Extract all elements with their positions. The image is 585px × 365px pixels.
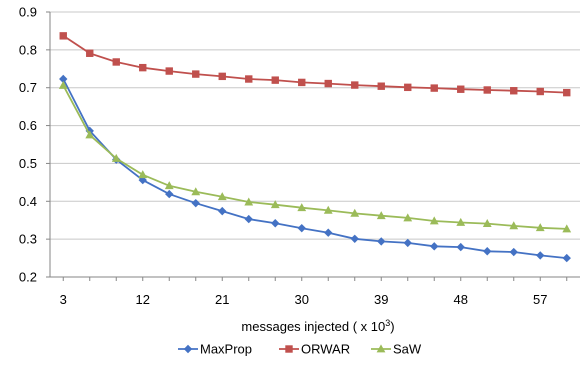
x-tick-label: 21 <box>215 292 229 307</box>
legend-item: SaW <box>371 342 422 357</box>
x-tick-label: 12 <box>136 292 150 307</box>
data-point <box>482 219 492 228</box>
series-saw <box>58 80 572 233</box>
data-point <box>164 181 174 190</box>
y-tick-label: 0.8 <box>19 42 37 57</box>
data-point <box>271 76 279 84</box>
data-point <box>323 205 333 214</box>
data-point <box>298 78 306 87</box>
legend: MaxProp ORWAR SaW <box>178 342 422 357</box>
data-point <box>509 221 519 230</box>
y-tick-label: 0.2 <box>19 270 37 285</box>
data-point <box>536 251 545 260</box>
data-point <box>510 87 518 95</box>
x-tick-label: 57 <box>533 292 547 307</box>
data-point <box>112 58 120 66</box>
data-point <box>457 85 465 93</box>
legend-label: MaxProp <box>200 342 252 357</box>
legend-item: ORWAR <box>279 342 350 357</box>
data-point <box>285 345 293 353</box>
data-point <box>563 88 571 97</box>
data-point <box>297 203 307 212</box>
data-point <box>218 72 226 81</box>
data-point <box>430 84 438 92</box>
legend-item: MaxProp <box>178 342 252 357</box>
data-point <box>191 187 201 196</box>
data-point <box>165 67 173 75</box>
legend-label: ORWAR <box>301 342 350 357</box>
data-point <box>430 242 439 251</box>
data-point <box>350 234 359 243</box>
data-point <box>85 130 95 139</box>
x-tick-label: 3 <box>60 292 67 307</box>
data-point <box>483 247 492 256</box>
data-point <box>350 208 360 217</box>
data-point <box>59 32 67 40</box>
data-point <box>139 63 147 72</box>
series-maxprop <box>59 74 571 263</box>
data-point <box>562 253 571 263</box>
series-orwar <box>59 32 571 97</box>
data-point <box>244 214 253 224</box>
y-tick-label: 0.6 <box>19 118 37 133</box>
y-tick-label: 0.7 <box>19 80 37 95</box>
data-point <box>509 247 518 257</box>
data-point <box>86 49 94 57</box>
data-point <box>429 216 439 225</box>
series-line <box>62 78 567 259</box>
y-tick-label: 0.3 <box>19 232 37 247</box>
series-line <box>62 84 567 230</box>
grid-lines <box>50 11 580 240</box>
data-point <box>377 237 386 246</box>
data-point <box>562 224 572 233</box>
x-tick-label: 39 <box>374 292 388 307</box>
series-group <box>58 32 572 263</box>
data-point <box>403 238 412 248</box>
series-line <box>62 35 567 94</box>
data-point <box>192 70 200 78</box>
legend-label: SaW <box>393 342 422 357</box>
data-point <box>324 79 332 88</box>
data-point <box>376 211 386 220</box>
data-point <box>376 344 386 353</box>
x-tick-label: 30 <box>295 292 309 307</box>
data-point <box>351 81 359 89</box>
data-point <box>324 228 333 237</box>
data-point <box>245 75 253 83</box>
data-point <box>58 80 68 89</box>
data-point <box>217 192 227 201</box>
data-point <box>244 197 254 206</box>
data-point <box>165 189 174 199</box>
y-tick-label: 0.9 <box>19 5 37 20</box>
data-point <box>271 219 280 228</box>
data-point <box>403 213 413 222</box>
data-point <box>456 217 466 226</box>
y-tick-labels: 0.2 0.3 0.4 0.5 0.6 0.7 0.8 0.9 <box>19 5 37 285</box>
data-point <box>535 223 545 232</box>
data-point <box>138 170 148 179</box>
x-axis-title: messages injected ( x 103) <box>241 318 394 334</box>
y-tick-label: 0.5 <box>19 156 37 171</box>
data-point <box>183 344 193 354</box>
data-point <box>270 200 280 209</box>
axes <box>46 11 580 281</box>
data-point <box>483 86 491 94</box>
data-point <box>297 223 306 233</box>
x-tick-labels: 3 12 21 30 39 48 57 <box>60 292 548 307</box>
x-tick-label: 48 <box>454 292 468 307</box>
data-point <box>377 82 385 90</box>
data-point <box>218 206 227 216</box>
data-point <box>191 198 200 208</box>
data-point <box>456 242 465 252</box>
data-point <box>59 74 68 84</box>
y-tick-label: 0.4 <box>19 194 37 209</box>
data-point <box>536 87 544 96</box>
data-point <box>404 83 412 92</box>
data-point <box>111 153 121 162</box>
